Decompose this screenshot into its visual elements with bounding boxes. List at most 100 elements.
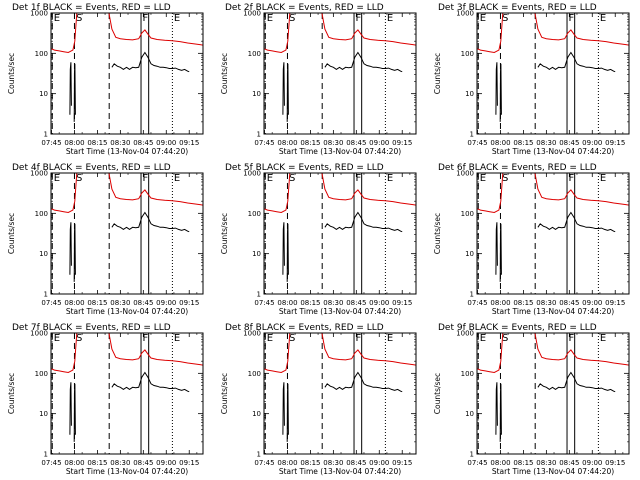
marker-label: E — [267, 173, 273, 184]
events-series-line — [73, 383, 76, 442]
marker-label: E — [480, 13, 486, 24]
x-tick-label: 08:15 — [300, 459, 320, 467]
plot-frame — [476, 172, 630, 295]
marker-label: S — [289, 13, 295, 24]
marker-label: E — [267, 333, 273, 344]
marker-label: E — [600, 13, 606, 24]
plot-frame — [50, 172, 204, 295]
marker-label: E — [267, 13, 273, 24]
marker-label: F — [569, 333, 575, 344]
y-tick-label: 1000 — [243, 10, 261, 18]
panel-title: Det 1f BLACK = Events, RED = LLD — [12, 3, 171, 13]
x-tick-label: 09:15 — [605, 139, 625, 147]
y-tick-label: 10 — [252, 250, 261, 258]
x-tick-label: 07:45 — [41, 459, 61, 467]
x-tick-label: 09:00 — [156, 459, 176, 467]
marker-label: F — [143, 173, 149, 184]
y-tick-label: 1 — [44, 291, 48, 299]
x-tick-label: 07:45 — [254, 139, 274, 147]
events-series-line — [73, 223, 76, 282]
events-series-line — [495, 222, 498, 275]
marker-label: S — [502, 13, 508, 24]
x-tick-label: 07:45 — [467, 459, 487, 467]
x-tick-label: 07:45 — [467, 139, 487, 147]
y-tick-label: 1 — [44, 451, 48, 459]
y-tick-label: 10 — [39, 90, 48, 98]
x-tick-label: 08:00 — [64, 139, 84, 147]
marker-label: E — [174, 333, 180, 344]
x-tick-label: 08:15 — [513, 299, 533, 307]
y-tick-label: 100 — [461, 370, 474, 378]
x-tick-label: 08:45 — [133, 299, 153, 307]
lld-series-line — [321, 12, 417, 46]
x-tick-label: 08:45 — [559, 299, 579, 307]
y-tick-label: 10 — [252, 410, 261, 418]
panel-3: Det 3f BLACK = Events, RED = LLD 1 10 100 10… — [433, 3, 630, 156]
panel-7: Det 7f BLACK = Events, RED = LLD 1 10 100 10… — [7, 323, 204, 476]
panel-8: Det 8f BLACK = Events, RED = LLD 1 10 100 10… — [220, 323, 417, 476]
y-tick-label: 100 — [248, 370, 261, 378]
x-tick-label: 08:45 — [346, 139, 366, 147]
lld-series-line — [321, 332, 417, 366]
x-tick-label: 09:00 — [369, 459, 389, 467]
lld-series-line — [263, 332, 291, 374]
y-tick-label: 100 — [461, 210, 474, 218]
x-tick-label: 08:00 — [277, 139, 297, 147]
x-tick-label: 08:00 — [64, 459, 84, 467]
marker-label: S — [289, 333, 295, 344]
y-tick-label: 1000 — [456, 170, 474, 178]
x-tick-label: 09:15 — [605, 299, 625, 307]
y-tick-label: 1 — [257, 131, 261, 139]
x-axis-label: Start Time (13-Nov-04 07:44:20) — [492, 467, 614, 476]
y-tick-label: 1 — [470, 451, 474, 459]
events-series-line — [282, 382, 285, 435]
lld-series-line — [534, 332, 630, 366]
y-tick-label: 1 — [470, 291, 474, 299]
x-tick-label: 07:45 — [254, 459, 274, 467]
y-axis-label: Counts/sec — [433, 373, 442, 414]
panel-title: Det 8f BLACK = Events, RED = LLD — [225, 323, 384, 333]
lld-series-line — [50, 12, 78, 54]
events-series-line — [537, 371, 616, 393]
y-axis-label: Counts/sec — [220, 373, 229, 414]
marker-label: S — [76, 173, 82, 184]
panel-2: Det 2f BLACK = Events, RED = LLD 1 10 100 10… — [220, 3, 417, 156]
x-tick-label: 09:00 — [369, 299, 389, 307]
lld-series-line — [108, 12, 204, 46]
panel-4: Det 4f BLACK = Events, RED = LLD 1 10 100 10… — [7, 163, 204, 316]
lld-series-line — [108, 172, 204, 206]
marker-label: S — [502, 173, 508, 184]
marker-label: S — [502, 333, 508, 344]
marker-label: E — [480, 333, 486, 344]
x-tick-label: 08:45 — [559, 139, 579, 147]
lld-series-line — [50, 332, 78, 374]
events-series-line — [111, 211, 190, 233]
x-tick-label: 08:30 — [110, 139, 130, 147]
x-tick-label: 08:00 — [490, 459, 510, 467]
x-tick-label: 07:45 — [41, 139, 61, 147]
x-tick-label: 08:00 — [277, 459, 297, 467]
events-series-line — [499, 63, 502, 122]
y-axis-label: Counts/sec — [220, 53, 229, 94]
x-tick-label: 08:30 — [536, 459, 556, 467]
events-series-line — [69, 382, 72, 435]
plot-frame — [476, 12, 630, 135]
marker-label: F — [569, 13, 575, 24]
y-tick-label: 100 — [35, 210, 48, 218]
marker-label: F — [356, 333, 362, 344]
marker-label: E — [387, 13, 393, 24]
x-axis-label: Start Time (13-Nov-04 07:44:20) — [66, 307, 188, 316]
marker-label: E — [174, 13, 180, 24]
y-tick-label: 10 — [465, 90, 474, 98]
marker-label: E — [54, 333, 60, 344]
events-series-line — [286, 383, 289, 442]
marker-label: S — [76, 333, 82, 344]
panel-title: Det 6f BLACK = Events, RED = LLD — [438, 163, 597, 173]
y-tick-label: 100 — [248, 50, 261, 58]
x-tick-label: 08:15 — [87, 139, 107, 147]
x-axis-label: Start Time (13-Nov-04 07:44:20) — [66, 147, 188, 156]
lld-series-line — [263, 172, 291, 214]
events-series-line — [495, 62, 498, 115]
lld-series-line — [263, 12, 291, 54]
